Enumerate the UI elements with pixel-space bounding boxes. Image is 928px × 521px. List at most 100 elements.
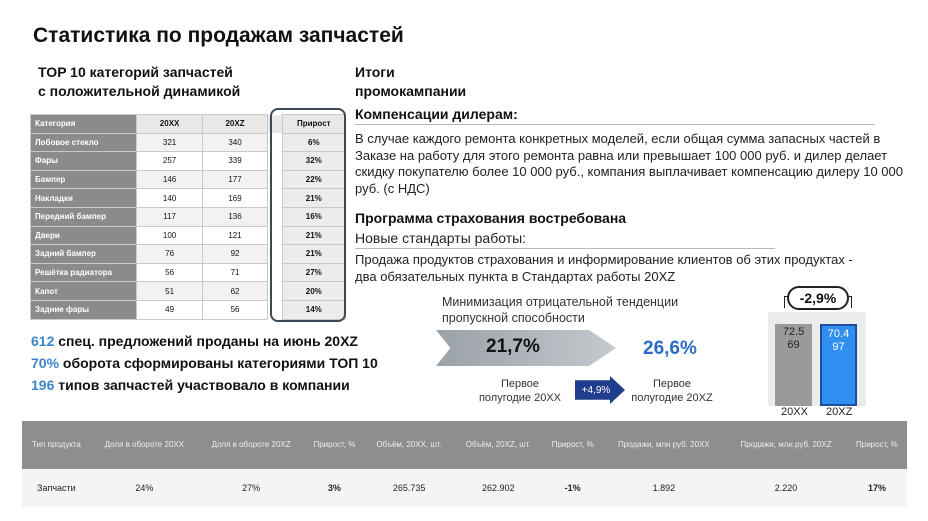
divider <box>355 124 875 125</box>
table-row: Задние фары 49 56 14% <box>29 299 347 320</box>
table-row: Решётка радиатора 56 71 27% <box>29 262 347 283</box>
summary-header-row: Тип продукта Доля в обороте 20XX Доля в … <box>22 421 907 469</box>
growth-value: 14% <box>281 299 347 320</box>
growth-value: 21% <box>281 225 347 246</box>
results-heading-line2: промокампании <box>355 83 467 99</box>
bar-label-20xz: 20XZ <box>826 406 853 418</box>
value-20xx: 146 <box>136 169 203 190</box>
value-20xx: 117 <box>136 206 203 227</box>
growth-value: 16% <box>281 206 347 227</box>
summary-col-header: Прирост, % <box>304 421 365 469</box>
stat-number: 196 <box>31 377 55 393</box>
stat-text: оборота сформированы категориями ТОП 10 <box>59 355 378 371</box>
summary-col-header: Объём, 20XX, шт. <box>364 421 454 469</box>
summary-col-header: Объём, 20XZ, шт. <box>453 421 543 469</box>
period-label-line: полугодие 20XX <box>478 392 562 404</box>
compensation-heading: Компенсации дилерам: <box>355 106 518 122</box>
value-20xx: 321 <box>136 132 203 153</box>
growth-value: 32% <box>281 151 347 171</box>
summary-cell: 3% <box>304 469 365 507</box>
summary-cell: 17% <box>846 469 907 507</box>
trend-caption: Минимизация отрицательной тенденции проп… <box>442 294 678 326</box>
results-heading-line1: Итоги <box>355 64 395 80</box>
summary-col-header: Прирост, % <box>846 421 907 469</box>
bar-label-20xx: 20XX <box>781 406 808 418</box>
category-name: Решётка радиатора <box>29 262 138 283</box>
insurance-text: Продажа продуктов страхования и информир… <box>355 252 853 284</box>
category-name: Бампер <box>29 169 138 190</box>
stat-line: 70% оборота сформированы категориями ТОП… <box>31 352 378 374</box>
stats-block: 612 спец. предложений проданы на июнь 20… <box>31 330 378 396</box>
table-row: Накладки 140 169 21% <box>29 188 347 208</box>
summary-cell: -1% <box>542 469 603 507</box>
period-label-line: Первое <box>652 378 692 390</box>
table-row: Передний бампер 117 136 16% <box>29 206 347 227</box>
category-name: Лобовое стекло <box>29 132 138 153</box>
insurance-heading: Программа страхования востребована <box>355 210 627 226</box>
value-20xz: 92 <box>201 244 269 264</box>
summary-col-header: Доля в обороте 20XZ <box>197 421 305 469</box>
trend-arrow <box>436 330 616 366</box>
top10-header-row: Категория 20XX 20XZ Прирост <box>29 114 347 134</box>
summary-col-header: Тип продукта <box>22 421 91 469</box>
table-row: Запчасти 24% 27% 3% 265.735 262.902 -1% … <box>22 469 907 507</box>
category-name: Задние фары <box>29 299 138 320</box>
category-name: Двери <box>29 225 138 246</box>
table-row: Бампер 146 177 22% <box>29 169 347 190</box>
bar-20xz: 70.4 97 <box>820 324 857 406</box>
value-20xx: 257 <box>136 151 203 171</box>
growth-value: 22% <box>281 169 347 190</box>
table-row: Фары 257 339 32% <box>29 151 347 171</box>
value-20xz: 339 <box>201 151 269 171</box>
bar-value-bottom: 97 <box>832 341 845 353</box>
summary-cell: 265.735 <box>364 469 454 507</box>
category-name: Капот <box>29 281 138 301</box>
table-row: Задний бампер 76 92 21% <box>29 244 347 264</box>
period-label-line: Первое <box>500 378 540 390</box>
summary-col-header: Продажи, млн руб. 20XX <box>602 421 726 469</box>
trend-caption-line1: Минимизация отрицательной тенденции <box>442 295 679 309</box>
summary-col-header: Прирост, % <box>542 421 603 469</box>
divider <box>355 248 775 249</box>
trend-value-before: 21,7% <box>486 336 540 357</box>
insurance-subheading: Новые стандарты работы: <box>355 230 527 246</box>
stat-line: 612 спец. предложений проданы на июнь 20… <box>31 330 378 352</box>
category-name: Передний бампер <box>29 206 138 227</box>
stat-text: спец. предложений проданы на июнь 20XZ <box>54 333 358 349</box>
value-20xz: 177 <box>201 169 269 190</box>
trend-value-after: 26,6% <box>643 338 697 359</box>
growth-value: 21% <box>281 244 347 264</box>
summary-col-header: Доля в обороте 20XX <box>90 421 198 469</box>
value-20xz: 56 <box>201 299 269 320</box>
bar-value-top: 72.5 <box>782 326 805 338</box>
value-20xx: 51 <box>136 281 203 301</box>
table-row: Капот 51 62 20% <box>29 281 347 301</box>
col-header-20xz: 20XZ <box>201 114 269 134</box>
trend-caption-line2: пропускной способности <box>442 311 585 325</box>
value-20xz: 62 <box>201 281 269 301</box>
top10-heading-line2: с положительной динамикой <box>38 83 241 99</box>
table-row: Лобовое стекло 321 340 6% <box>29 132 347 153</box>
col-header-20xx: 20XX <box>136 114 203 134</box>
top10-table: Категория 20XX 20XZ Прирост Лобовое стек… <box>29 114 347 320</box>
value-20xx: 76 <box>136 244 203 264</box>
stat-line: 196 типов запчастей участвовало в компан… <box>31 374 378 396</box>
bar-20xx: 72.5 69 <box>775 324 812 406</box>
category-name: Задний бампер <box>29 244 138 264</box>
summary-cell: 2.220 <box>725 469 847 507</box>
stat-number: 612 <box>31 333 55 349</box>
growth-value: 21% <box>281 188 347 208</box>
col-header-growth: Прирост <box>281 114 347 134</box>
stat-number: 70% <box>31 355 60 371</box>
table-row: Двери 100 121 21% <box>29 225 347 246</box>
stat-text: типов запчастей участвовало в компании <box>54 377 350 393</box>
col-header-category: Категория <box>29 114 138 134</box>
value-20xx: 100 <box>136 225 203 246</box>
summary-cell: 1.892 <box>602 469 726 507</box>
summary-cell: 27% <box>197 469 305 507</box>
top10-heading-line1: TOP 10 категорий запчастей <box>38 64 233 80</box>
period-label-20xz: Первое полугодие 20XZ <box>622 377 722 405</box>
summary-cell: 24% <box>90 469 198 507</box>
bar-value-bottom: 69 <box>787 339 800 351</box>
summary-cell: Запчасти <box>22 469 91 507</box>
